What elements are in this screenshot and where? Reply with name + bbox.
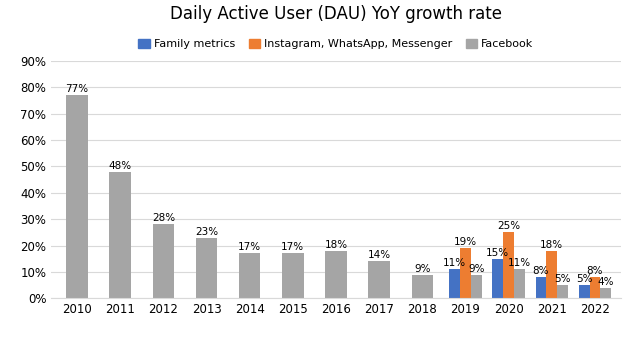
Text: 77%: 77% (65, 84, 89, 94)
Bar (412, 275, 433, 298)
Bar (109, 172, 131, 298)
Text: 19%: 19% (454, 237, 477, 247)
Bar (492, 259, 503, 298)
Text: 15%: 15% (486, 248, 509, 258)
Text: 23%: 23% (195, 227, 218, 237)
Bar (282, 254, 303, 298)
Bar (503, 233, 514, 298)
Bar (196, 238, 218, 298)
Bar (152, 224, 174, 298)
Bar (325, 251, 347, 298)
Bar (67, 95, 88, 298)
Title: Daily Active User (DAU) YoY growth rate: Daily Active User (DAU) YoY growth rate (170, 5, 502, 23)
Text: 11%: 11% (443, 258, 466, 268)
Text: 9%: 9% (468, 263, 484, 274)
Text: 8%: 8% (587, 266, 603, 276)
Text: 14%: 14% (367, 251, 390, 260)
Bar (471, 275, 482, 298)
Bar (449, 269, 460, 298)
Bar (536, 277, 547, 298)
Bar (589, 277, 600, 298)
Text: 11%: 11% (508, 258, 531, 268)
Text: 28%: 28% (152, 214, 175, 223)
Text: 18%: 18% (324, 240, 348, 250)
Text: 17%: 17% (238, 242, 261, 253)
Text: 18%: 18% (540, 240, 563, 250)
Text: 4%: 4% (598, 277, 614, 287)
Text: 5%: 5% (554, 274, 571, 284)
Bar (600, 288, 611, 298)
Bar (547, 251, 557, 298)
Text: 17%: 17% (282, 242, 305, 253)
Text: 5%: 5% (576, 274, 593, 284)
Bar (239, 254, 260, 298)
Text: 48%: 48% (109, 161, 132, 171)
Legend: Family metrics, Instagram, WhatsApp, Messenger, Facebook: Family metrics, Instagram, WhatsApp, Mes… (135, 36, 537, 53)
Bar (514, 269, 525, 298)
Bar (460, 248, 471, 298)
Bar (369, 261, 390, 298)
Text: 25%: 25% (497, 221, 520, 231)
Text: 9%: 9% (414, 263, 431, 274)
Text: 8%: 8% (532, 266, 549, 276)
Bar (579, 285, 589, 298)
Bar (557, 285, 568, 298)
